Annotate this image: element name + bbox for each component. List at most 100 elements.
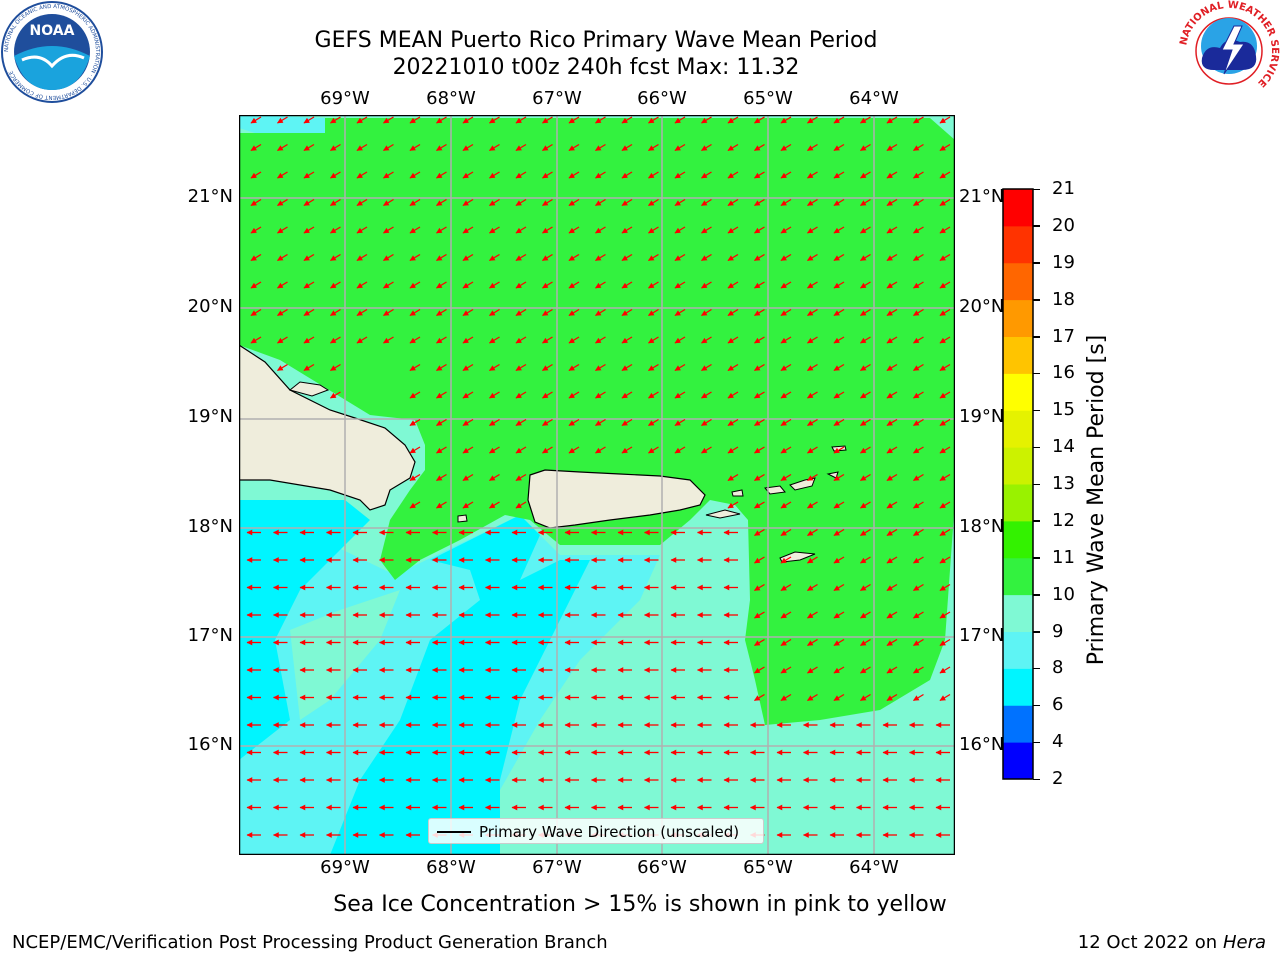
wave-arrow bbox=[435, 116, 447, 124]
wave-arrow bbox=[488, 336, 500, 344]
hispaniola-land bbox=[239, 344, 416, 511]
wave-arrow bbox=[647, 446, 659, 454]
colorbar-tick-mark bbox=[1033, 336, 1040, 338]
wave-arrow bbox=[886, 226, 898, 234]
wave-arrow bbox=[515, 116, 527, 124]
wave-arrow bbox=[806, 611, 818, 619]
wave-arrow bbox=[886, 638, 898, 647]
wave-arrow bbox=[329, 171, 341, 179]
wave-arrow bbox=[939, 446, 951, 454]
wave-arrow bbox=[488, 391, 500, 399]
wave-arrow bbox=[329, 198, 341, 207]
wave-arrow bbox=[250, 281, 262, 289]
colorbar-tick-label: 17 bbox=[1052, 325, 1075, 347]
wave-arrow bbox=[568, 363, 580, 372]
wave-arrow bbox=[356, 336, 368, 344]
wave-arrow bbox=[859, 528, 871, 537]
wave-arrow bbox=[488, 501, 500, 509]
wave-arrow bbox=[806, 693, 818, 702]
lon-tick-top: 65°W bbox=[743, 88, 793, 109]
wave-arrow bbox=[753, 693, 765, 702]
lat-tick-left: 20°N bbox=[187, 296, 233, 317]
lat-tick-left: 17°N bbox=[187, 625, 233, 646]
wave-arrow bbox=[647, 198, 659, 207]
colorbar-segment bbox=[1003, 262, 1033, 301]
wave-arrow bbox=[594, 281, 606, 289]
wave-arrow bbox=[912, 418, 924, 427]
wave-arrow bbox=[939, 418, 951, 427]
wave-arrow bbox=[806, 143, 818, 152]
wave-arrow bbox=[382, 226, 394, 234]
wave-arrow bbox=[939, 473, 951, 482]
wave-arrow bbox=[753, 638, 765, 647]
wave-arrow bbox=[594, 226, 606, 234]
wave-arrow bbox=[700, 446, 712, 454]
wave-arrow bbox=[462, 143, 474, 152]
wave-arrow bbox=[753, 473, 765, 482]
wave-arrow bbox=[621, 336, 633, 344]
colorbar-tick-mark bbox=[1033, 188, 1040, 190]
wave-arrow bbox=[727, 116, 739, 124]
wave-arrow bbox=[462, 363, 474, 372]
wave-arrow bbox=[780, 391, 792, 399]
wave-arrow bbox=[833, 116, 845, 124]
wave-arrow bbox=[939, 308, 951, 317]
wave-arrow bbox=[488, 308, 500, 317]
wave-arrow bbox=[939, 528, 951, 537]
wave-arrow bbox=[435, 253, 447, 262]
map-gridlines bbox=[239, 115, 954, 854]
wave-arrow bbox=[859, 611, 871, 619]
wave-arrow bbox=[886, 666, 898, 674]
wave-arrow bbox=[859, 253, 871, 262]
wave-arrow bbox=[859, 583, 871, 592]
wave-arrow bbox=[541, 391, 553, 399]
wave-arrow bbox=[674, 226, 686, 234]
wave-arrow bbox=[780, 473, 792, 482]
colorbar-tick-mark bbox=[1033, 557, 1040, 559]
wave-arrow bbox=[568, 418, 580, 427]
wave-arrow bbox=[833, 473, 845, 482]
lat-tick-left: 21°N bbox=[187, 186, 233, 207]
wave-arrow bbox=[409, 363, 421, 372]
wave-arrow bbox=[780, 611, 792, 619]
wave-arrow bbox=[859, 198, 871, 207]
wave-arrow bbox=[859, 116, 871, 124]
wave-arrow bbox=[435, 363, 447, 372]
wave-arrow bbox=[462, 226, 474, 234]
wave-arrow bbox=[912, 336, 924, 344]
wave-arrow bbox=[753, 363, 765, 372]
colorbar-tick-mark bbox=[1033, 594, 1040, 596]
wave-arrow bbox=[541, 171, 553, 179]
colorbar-tick-mark bbox=[1033, 520, 1040, 522]
wave-arrow bbox=[541, 143, 553, 152]
colorbar-tick-label: 11 bbox=[1052, 546, 1075, 568]
wave-arrow bbox=[303, 198, 315, 207]
wave-arrow bbox=[462, 198, 474, 207]
wave-arrow bbox=[727, 308, 739, 317]
wave-arrow bbox=[515, 473, 527, 482]
colorbar-tick-mark bbox=[1033, 225, 1040, 227]
colorbar-segment bbox=[1003, 373, 1033, 411]
wave-arrow bbox=[753, 556, 765, 564]
wave-arrow bbox=[409, 446, 421, 454]
wave-arrow bbox=[727, 253, 739, 262]
wave-arrow bbox=[912, 473, 924, 482]
wave-arrow bbox=[647, 171, 659, 179]
wave-arrow bbox=[833, 501, 845, 509]
wave-arrow bbox=[647, 143, 659, 152]
wave-arrow bbox=[806, 528, 818, 537]
colorbar-segment bbox=[1003, 484, 1033, 522]
wave-arrow bbox=[329, 363, 341, 372]
wave-arrow bbox=[276, 143, 288, 152]
wave-arrow bbox=[250, 198, 262, 207]
wave-arrow bbox=[780, 308, 792, 317]
footer-date-text: 12 Oct 2022 on bbox=[1077, 932, 1223, 953]
wave-arrow bbox=[250, 336, 262, 344]
wave-arrow bbox=[939, 143, 951, 152]
wave-arrow bbox=[276, 116, 288, 124]
wave-arrow bbox=[833, 336, 845, 344]
wave-arrow bbox=[382, 171, 394, 179]
wave-arrow bbox=[806, 446, 818, 454]
wave-arrow bbox=[382, 308, 394, 317]
lon-tick-bottom: 68°W bbox=[426, 857, 476, 878]
